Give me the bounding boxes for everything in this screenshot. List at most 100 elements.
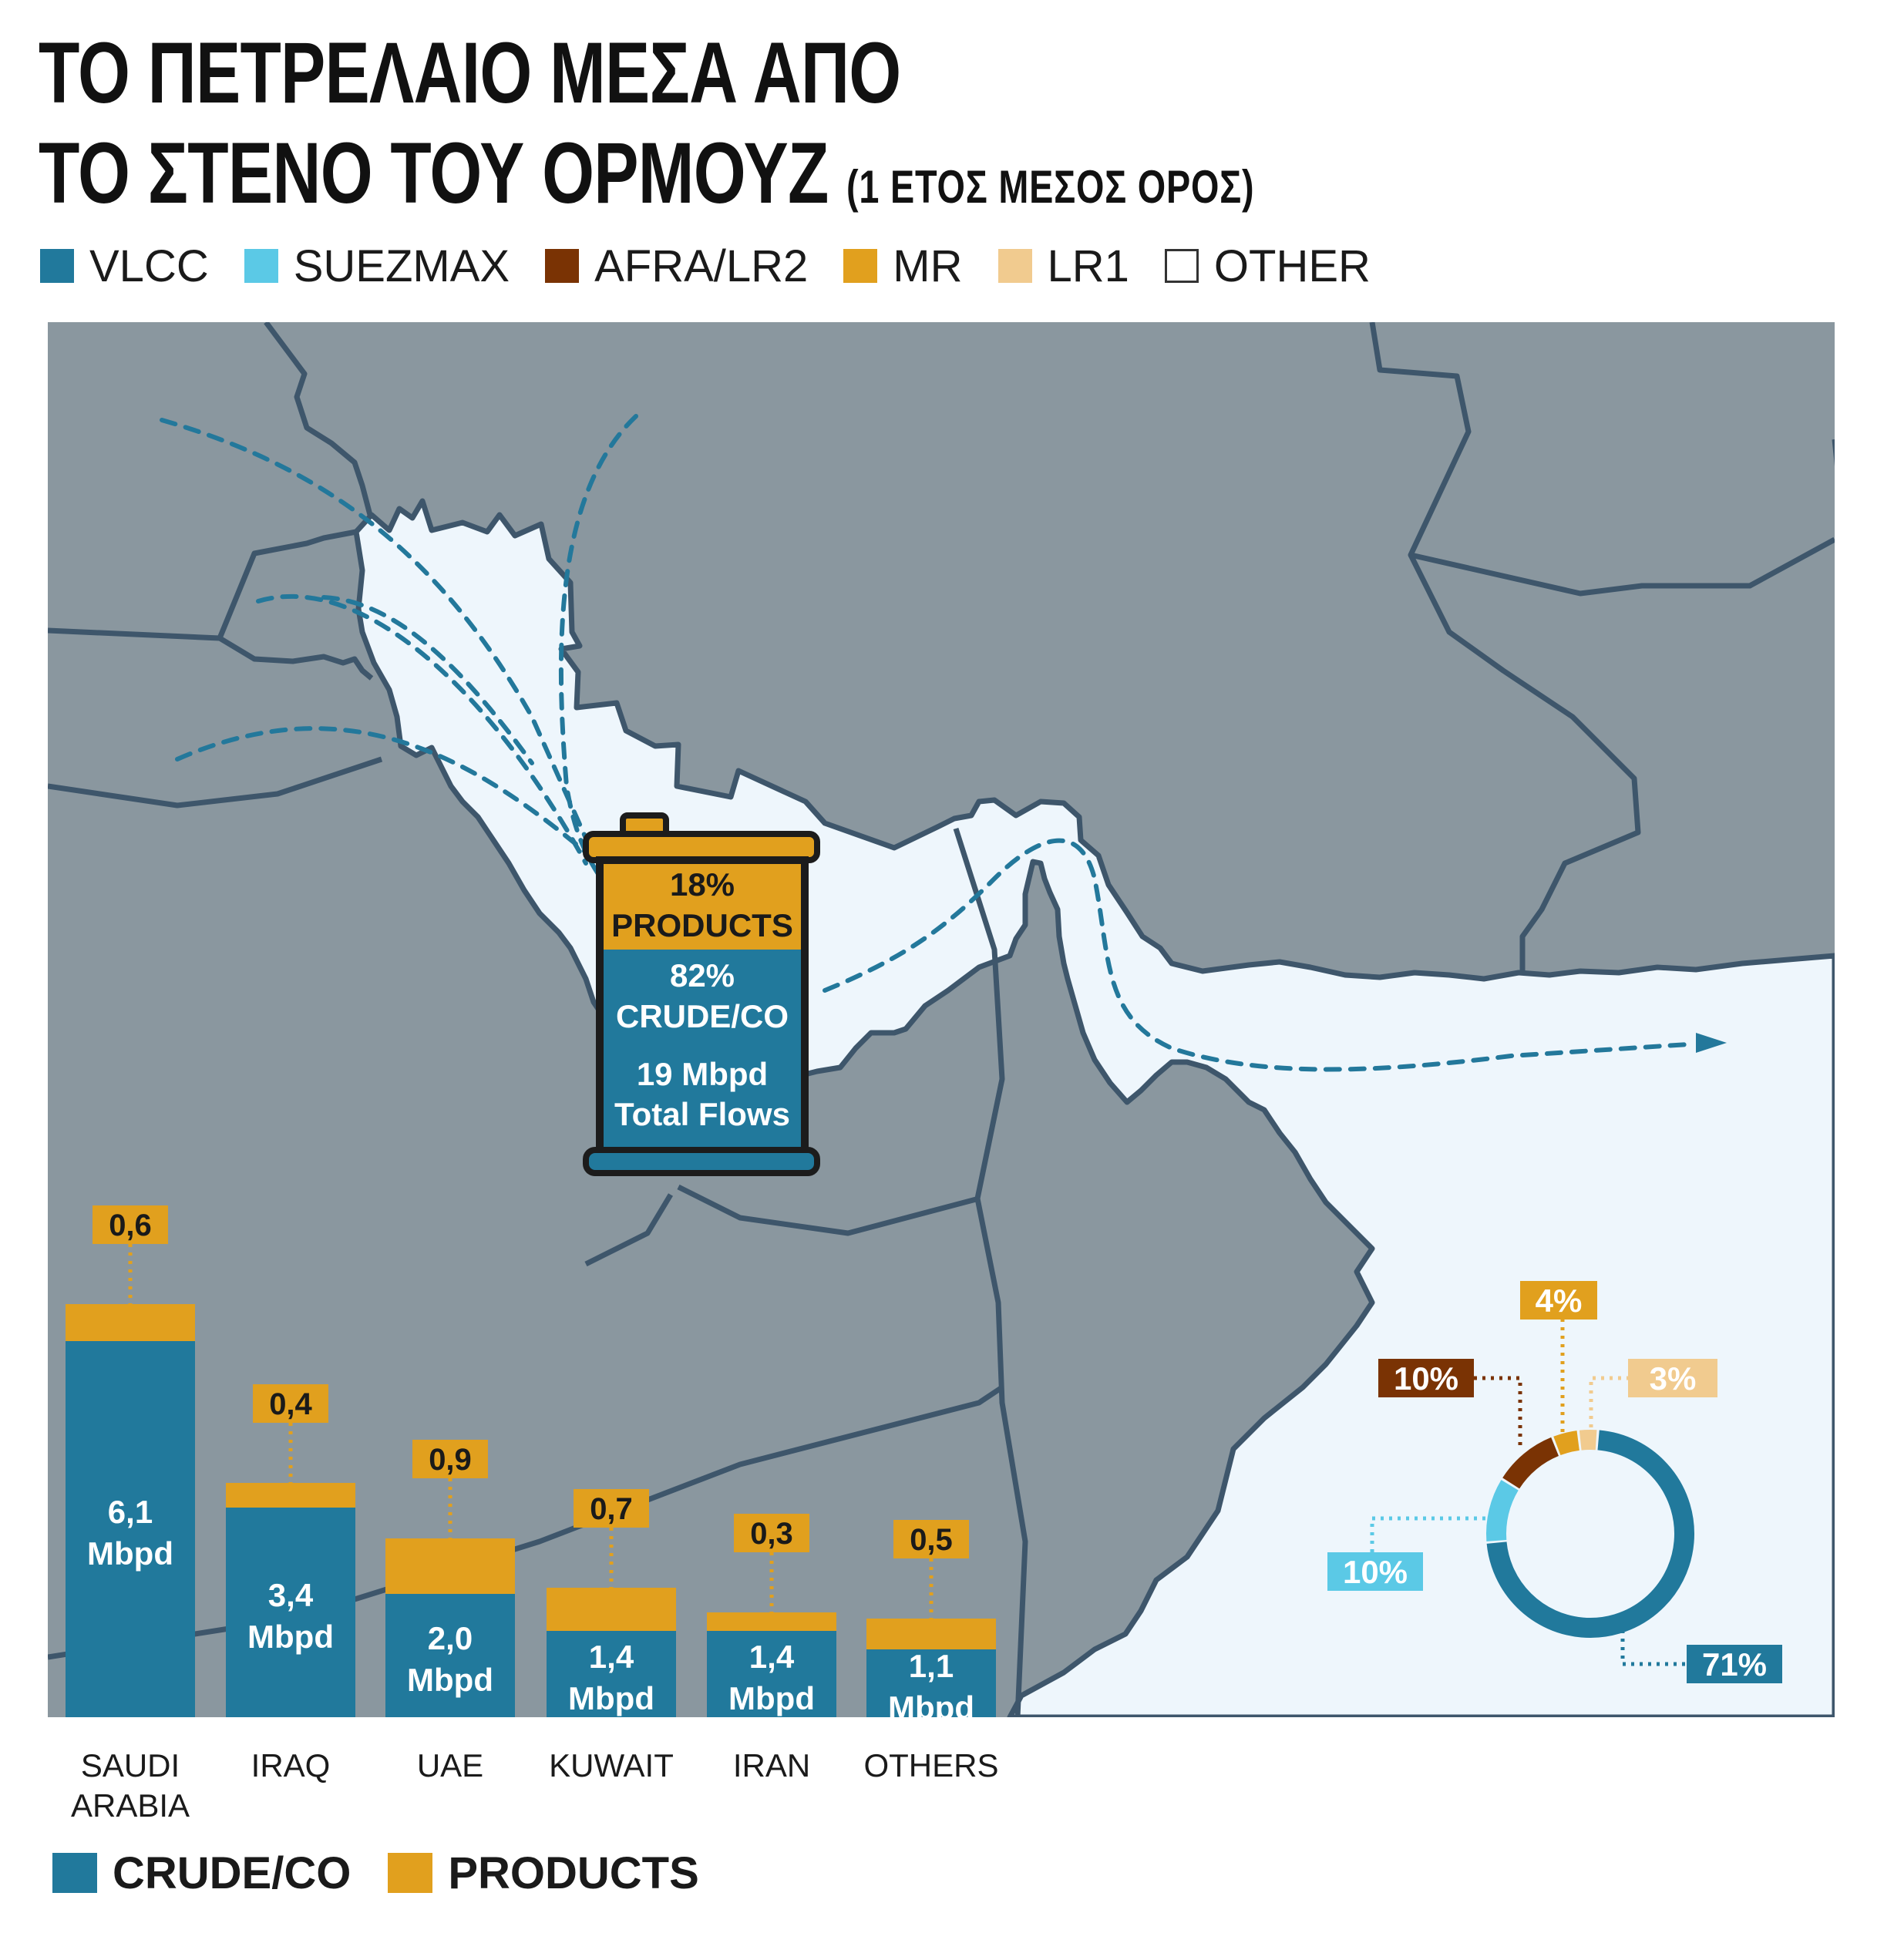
bar-products-value-saudi-arabia: 0,6	[109, 1209, 152, 1242]
legend-swatch-suezmax	[244, 249, 278, 283]
legend-swatch-crude	[52, 1853, 97, 1893]
bar-crude-unit-others: Mbpd	[888, 1689, 974, 1726]
donut-slice-vlcc	[1486, 1430, 1694, 1638]
legend-swatch-other	[1164, 249, 1199, 283]
legend-label-afra-lr2: AFRA/LR2	[594, 240, 809, 291]
bar-category-labels: SAUDI ARABIA IRAQ UAE KUWAIT IRAN OTHERS	[71, 1747, 999, 1824]
map: 6,1 Mbpd 0,6 3,4 Mbpd 0,4 2,0 Mbpd 0,9 1,4 Mbpd 0,7…	[48, 322, 1835, 1726]
legend-item-mr: MR	[843, 240, 963, 292]
legend-item-products: PRODUCTS	[388, 1847, 699, 1899]
donut-label-box-lr1	[1628, 1359, 1717, 1397]
vessel-legend: VLCC SUEZMAX AFRA/LR2 MR LR1 OTHER	[40, 239, 1406, 293]
route-iraq	[160, 418, 596, 858]
legend-item-crude: CRUDE/CO	[52, 1847, 351, 1899]
bar-crude-value-kuwait: 1,4	[589, 1639, 634, 1675]
category-label-uae: UAE	[417, 1747, 483, 1783]
category-label-iran: IRAN	[733, 1747, 810, 1783]
category-label-iraq: IRAQ	[251, 1747, 331, 1783]
bar-crude-iraq	[226, 1508, 355, 1717]
donut-label-lr1: 3%	[1650, 1360, 1697, 1397]
bar-products-label-box-others	[893, 1520, 969, 1558]
route-hormuz	[823, 838, 1690, 1072]
bar-crude-value-iran: 1,4	[749, 1639, 795, 1675]
donut-label-vlcc: 71%	[1702, 1646, 1767, 1683]
barrel: 18% PRODUCTS 82% CRUDE/CO 19 Mbpd Total …	[583, 812, 820, 1176]
barrel-total-value: 19 Mbpd	[637, 1056, 768, 1092]
route-kuwait	[256, 593, 588, 866]
bar-products-label-box-saudi-arabia	[93, 1205, 168, 1244]
bar-crude-value-iraq: 3,4	[268, 1577, 314, 1613]
legend-swatch-afra-lr2	[545, 249, 580, 283]
bar-products-others	[866, 1619, 996, 1649]
legend-label-vlcc: VLCC	[89, 240, 209, 291]
bar-crude-value-saudi-arabia: 6,1	[108, 1494, 153, 1530]
legend-swatch-mr	[843, 249, 878, 283]
legend-label-crude: CRUDE/CO	[113, 1847, 352, 1898]
donut-label-afra-lr2: 10%	[1394, 1360, 1458, 1397]
donut-slice-lr1	[1486, 1429, 1694, 1638]
bar-crude-unit-saudi-arabia: Mbpd	[87, 1535, 173, 1572]
bar-crude-kuwait	[547, 1631, 676, 1717]
barrel-total-label: Total Flows	[614, 1096, 790, 1132]
legend-item-afra-lr2: AFRA/LR2	[545, 240, 808, 292]
bar-crude-unit-iraq: Mbpd	[247, 1619, 334, 1655]
bar-products-saudi-arabia	[66, 1304, 195, 1341]
barrel-products-pct: 18%	[670, 866, 735, 903]
bar-crude-unit-iran: Mbpd	[728, 1680, 815, 1716]
bar-crude-saudi-arabia	[66, 1341, 195, 1717]
vessel-donut-chart: 71% 10% 10% 4% 3%	[1327, 1281, 1782, 1683]
legend-item-vlcc: VLCC	[40, 240, 209, 292]
bar-products-iraq	[226, 1483, 355, 1508]
bar-crude-value-uae: 2,0	[428, 1620, 473, 1656]
donut-label-box-afra-lr2	[1378, 1359, 1474, 1397]
bar-crude-iran	[707, 1631, 836, 1717]
bar-products-value-others: 0,5	[910, 1523, 953, 1557]
bar-crude-value-others: 1,1	[909, 1648, 954, 1684]
bar-products-label-box-iran	[734, 1514, 809, 1552]
category-label-saudi-arabia: SAUDI	[81, 1747, 180, 1783]
route-saudi-north	[321, 595, 534, 765]
legend-item-lr1: LR1	[997, 240, 1129, 292]
legend-label-mr: MR	[893, 240, 963, 291]
donut-slice-afra-lr2	[1486, 1430, 1694, 1638]
donut-leader-vlcc	[1620, 1630, 1687, 1666]
category-label-saudi-arabia-line2: ARABIA	[71, 1787, 190, 1824]
donut-slice-mr	[1486, 1430, 1694, 1638]
barrel-crude-label: CRUDE/CO	[616, 998, 789, 1034]
flow-legend: CRUDE/CO PRODUCTS	[52, 1846, 736, 1900]
donut-label-mr: 4%	[1536, 1283, 1583, 1319]
bar-products-iran	[707, 1612, 836, 1631]
page-title-line1: ΤΟ ΠΕΤΡΕΛΑΙΟ ΜΕΣΑ ΑΠΟ	[39, 25, 901, 121]
barrel-products-section	[600, 860, 805, 950]
bar-products-value-uae: 0,9	[429, 1443, 472, 1477]
page-title-note: (1 ΕΤΟΣ ΜΕΣΟΣ ΟΡΟΣ)	[846, 161, 1255, 213]
bar-chart: 6,1 Mbpd 0,6 3,4 Mbpd 0,4 2,0 Mbpd 0,9 1,4 Mbpd 0,7…	[66, 1205, 996, 1726]
barrel-crude-pct: 82%	[670, 957, 735, 993]
route-arrowhead	[1696, 1033, 1727, 1053]
legend-item-suezmax: SUEZMAX	[244, 240, 510, 292]
legend-item-other: OTHER	[1164, 240, 1371, 292]
category-label-kuwait: KUWAIT	[549, 1747, 674, 1783]
bar-products-kuwait	[547, 1588, 676, 1631]
donut-leader-suezmax	[1370, 1516, 1494, 1552]
page-title-line2: ΤΟ ΣΤΕΝΟ ΤΟΥ ΟΡΜΟΥΖ (1 ΕΤΟΣ ΜΕΣΟΣ ΟΡΟΣ)	[39, 123, 1254, 223]
donut-label-box-suezmax	[1327, 1552, 1423, 1591]
barrel-bottom-rim	[583, 1147, 820, 1176]
bar-products-label-box-uae	[412, 1440, 488, 1478]
bar-products-value-kuwait: 0,7	[590, 1492, 633, 1526]
bar-products-uae	[385, 1538, 515, 1594]
page-title-line2-text: ΤΟ ΣΤΕΝΟ ΤΟΥ ΟΡΜΟΥΖ	[39, 125, 829, 221]
legend-label-suezmax: SUEZMAX	[293, 240, 510, 291]
bar-crude-uae	[385, 1594, 515, 1717]
barrel-products-label: PRODUCTS	[611, 907, 793, 943]
donut-label-box-mr	[1520, 1281, 1597, 1320]
legend-label-products: PRODUCTS	[448, 1847, 699, 1898]
legend-swatch-products	[388, 1853, 433, 1893]
legend-label-other: OTHER	[1213, 240, 1371, 291]
legend-swatch-vlcc	[40, 249, 74, 283]
bar-crude-others	[866, 1649, 996, 1717]
route-saudi	[175, 726, 619, 881]
donut-label-box-vlcc	[1687, 1645, 1782, 1683]
bar-crude-unit-uae: Mbpd	[407, 1662, 493, 1698]
